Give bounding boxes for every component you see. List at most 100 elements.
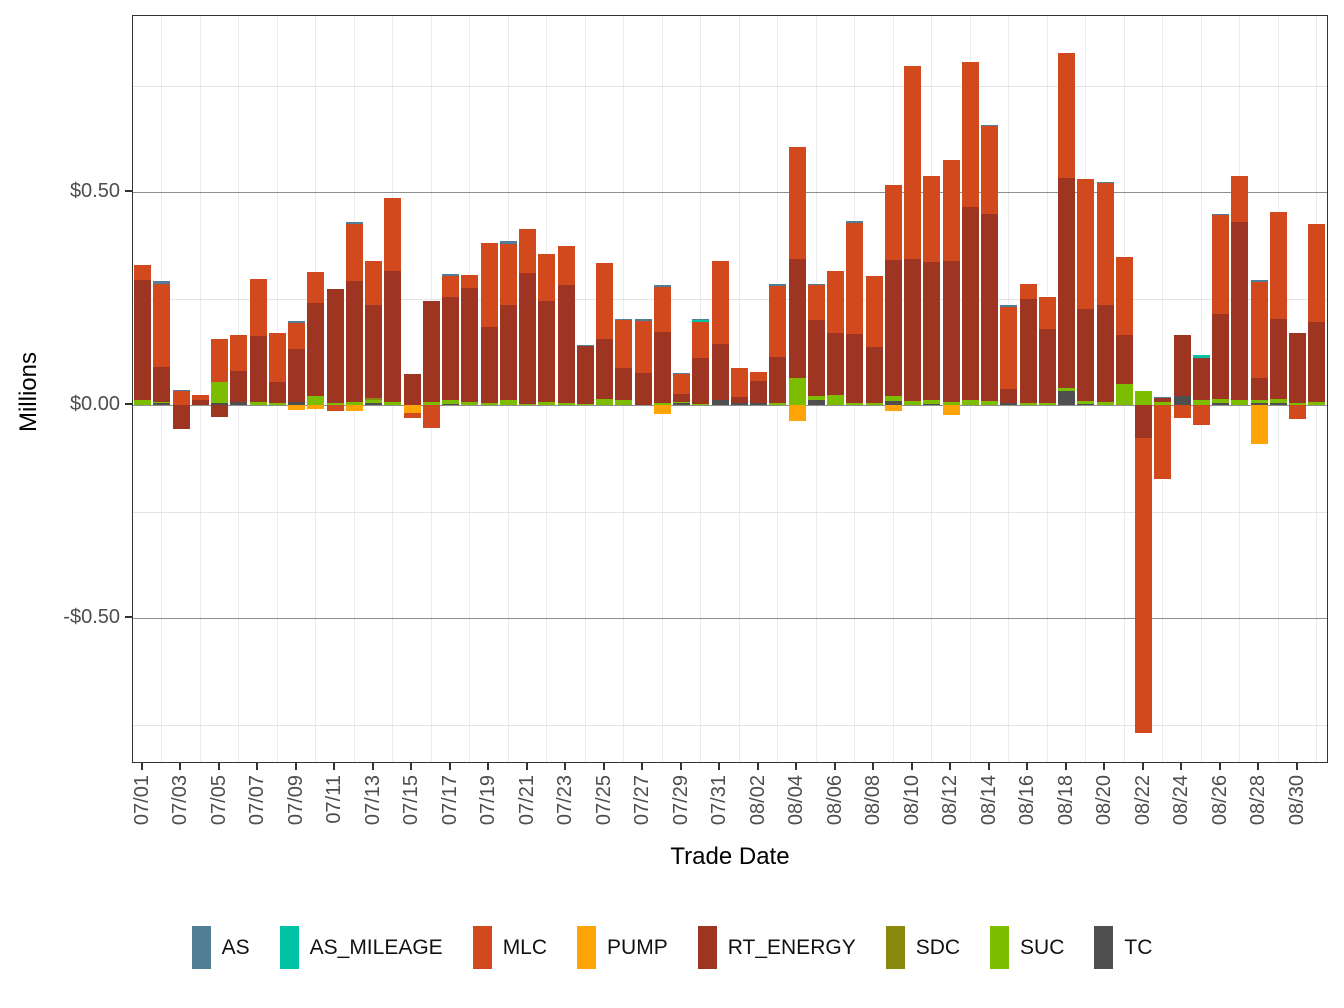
bar-segment-RT_ENERGY — [846, 334, 864, 403]
bar-segment-MLC — [153, 283, 171, 367]
y-major-gridline — [133, 618, 1327, 619]
legend-label-MLC: MLC — [502, 935, 548, 959]
legend-item-TC: TC — [1094, 926, 1152, 969]
x-tick-label: 07/01 — [130, 775, 153, 826]
bar-segment-AS — [153, 281, 171, 284]
y-tick-mark — [125, 190, 132, 192]
bar-segment-MLC — [788, 147, 806, 260]
bar-segment-RT_ENERGY — [442, 296, 459, 401]
bar-segment-SUC — [326, 402, 344, 405]
bar-segment-SUC — [365, 399, 382, 404]
bar-segment-MLC — [942, 160, 960, 261]
y-minor-gridline — [133, 85, 1327, 87]
bar-segment-RT_ENERGY — [153, 366, 171, 402]
x-tick-mark — [371, 763, 374, 770]
bar-segment-RT_ENERGY — [596, 338, 613, 399]
x-tick-mark — [987, 763, 990, 770]
bar-segment-MLC — [1289, 405, 1306, 420]
bar-segment-MLC — [1250, 281, 1268, 379]
bar-segment-MLC — [230, 334, 248, 371]
x-tick-mark — [679, 763, 682, 770]
bar-segment-TC — [884, 400, 902, 405]
bar-segment-RT_ENERGY — [172, 405, 190, 429]
x-tick-mark — [949, 763, 951, 770]
bar-segment-AS — [846, 220, 864, 224]
bar-segment-MLC — [365, 260, 382, 305]
bar-segment-MLC — [846, 223, 864, 335]
bar-segment-RT_ENERGY — [615, 367, 633, 400]
legend-swatch-SUC — [990, 926, 1010, 969]
x-tick-mark — [564, 763, 566, 770]
bar-segment-RT_ENERGY — [557, 285, 575, 404]
bar-segment-TC — [1250, 403, 1268, 405]
bar-segment-RT_ENERGY — [788, 259, 806, 379]
bar-segment-RT_ENERGY — [249, 336, 267, 403]
x-tick-mark — [756, 763, 759, 770]
bar-segment-AS — [1096, 181, 1114, 184]
bar-segment-SUC — [422, 401, 440, 405]
bar-segment-MLC — [1115, 257, 1133, 335]
bar-segment-RT_ENERGY — [384, 271, 402, 402]
bar-segment-RT_ENERGY — [1135, 405, 1152, 438]
bar-segment-PUMP — [1250, 405, 1268, 444]
bar-segment-MLC — [326, 405, 344, 412]
x-tick-label: 08/06 — [823, 775, 846, 826]
bar-segment-SUC — [673, 401, 690, 404]
bar-segment-RT_ENERGY — [1192, 358, 1210, 401]
bar-segment-RT_ENERGY — [1231, 221, 1249, 400]
x-tick-mark — [1180, 763, 1182, 770]
bar-segment-TC — [673, 403, 690, 405]
bar-segment-RT_ENERGY — [519, 272, 536, 404]
bar-segment-MLC — [596, 263, 613, 339]
bar-segment-RT_ENERGY — [807, 319, 825, 397]
x-tick-label: 08/30 — [1285, 775, 1308, 826]
bar-segment-MLC — [961, 62, 979, 207]
bar-segment-SUC — [653, 403, 671, 405]
bar-segment-SUC — [442, 400, 459, 404]
x-tick-mark — [795, 763, 797, 770]
bar-segment-RT_ENERGY — [1212, 313, 1229, 399]
bar-segment-TC — [1269, 402, 1287, 405]
bar-segment-MLC — [384, 197, 402, 272]
x-tick-mark — [333, 763, 335, 770]
x-tick-mark — [1295, 763, 1298, 770]
bar-segment-SUC — [884, 395, 902, 401]
bar-segment-RT_ENERGY — [942, 261, 960, 403]
bar-segment-PUMP — [884, 405, 902, 411]
bar-segment-SUC — [1269, 399, 1287, 403]
bar-segment-RT_ENERGY — [461, 287, 479, 402]
bar-segment-PUMP — [942, 405, 960, 416]
x-tick-mark — [1103, 763, 1105, 770]
bar-segment-MLC — [827, 271, 844, 334]
bar-segment-MLC — [538, 254, 556, 302]
legend-item-AS: AS — [191, 926, 250, 969]
bar-segment-SUC — [596, 398, 613, 405]
bar-segment-AS — [673, 373, 690, 375]
x-tick-label: 07/13 — [361, 775, 384, 826]
bar-segment-MLC — [673, 374, 690, 394]
legend-item-AS_MILEAGE: AS_MILEAGE — [279, 926, 443, 969]
bar-segment-RT_ENERGY — [730, 397, 748, 404]
x-tick-label: 08/02 — [746, 775, 769, 826]
x-tick-mark — [448, 763, 451, 770]
x-tick-label: 07/07 — [246, 775, 268, 826]
bar-segment-MLC — [191, 395, 209, 401]
x-tick-mark — [602, 763, 605, 770]
bar-segment-SUC — [1115, 384, 1133, 405]
bar-segment-MLC — [268, 333, 286, 382]
bar-segment-RT_ENERGY — [1308, 322, 1326, 403]
x-tick-label: 08/18 — [1054, 775, 1077, 826]
bar-segment-AS — [615, 318, 633, 321]
bar-segment-TC — [211, 403, 228, 405]
bar-segment-SUC — [307, 396, 325, 405]
bar-segment-TC — [1058, 390, 1075, 405]
bar-segment-TC — [923, 403, 941, 405]
bar-segment-RT_ENERGY — [230, 370, 248, 402]
x-tick-mark — [872, 763, 874, 770]
legend-label-RT_ENERGY: RT_ENERGY — [727, 935, 856, 959]
bar-segment-AS — [1154, 396, 1172, 399]
bar-segment-RT_ENERGY — [1038, 328, 1056, 403]
bar-segment-TC — [1000, 403, 1018, 405]
x-tick-label: 08/24 — [1170, 775, 1192, 826]
bar-segment-SUC — [846, 402, 864, 405]
